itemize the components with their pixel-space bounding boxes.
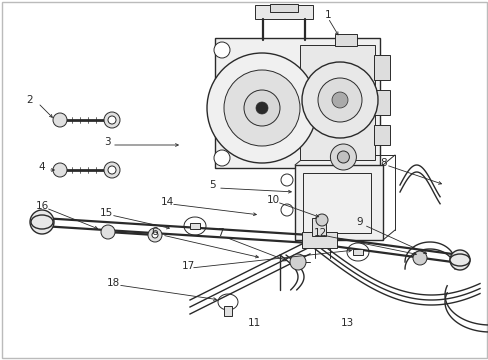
Text: 18: 18 [106, 278, 120, 288]
Text: 6: 6 [151, 227, 158, 237]
Bar [254, 5, 312, 19]
Circle shape [289, 254, 305, 270]
Circle shape [256, 102, 267, 114]
Circle shape [108, 116, 116, 124]
Text: 2: 2 [27, 95, 33, 105]
Circle shape [148, 228, 162, 242]
Bar [190, 223, 200, 229]
Text: 14: 14 [160, 197, 173, 207]
Circle shape [214, 150, 229, 166]
Circle shape [302, 62, 377, 138]
Circle shape [214, 42, 229, 58]
Ellipse shape [31, 215, 53, 229]
Bar [352, 249, 362, 255]
Circle shape [412, 251, 426, 265]
Text: 16: 16 [35, 201, 48, 211]
Bar [373, 125, 389, 145]
Bar [215, 38, 379, 168]
Text: 17: 17 [181, 261, 194, 271]
Bar [303, 173, 370, 233]
Ellipse shape [449, 254, 469, 266]
Text: 15: 15 [99, 208, 112, 218]
Circle shape [53, 163, 67, 177]
Circle shape [281, 204, 292, 216]
Bar [299, 45, 374, 160]
Text: 1: 1 [324, 10, 331, 20]
Text: 5: 5 [209, 180, 216, 190]
Bar [302, 232, 336, 248]
Circle shape [53, 113, 67, 127]
Bar [334, 34, 356, 46]
Text: 10: 10 [266, 195, 279, 205]
Text: 9: 9 [356, 217, 363, 227]
Circle shape [108, 166, 116, 174]
Text: 11: 11 [247, 318, 260, 328]
Text: 3: 3 [103, 137, 110, 147]
Text: 13: 13 [340, 318, 353, 328]
Circle shape [281, 174, 292, 186]
Circle shape [30, 210, 54, 234]
Circle shape [315, 214, 327, 226]
Bar [269, 4, 297, 12]
Circle shape [152, 232, 158, 238]
Bar [373, 90, 389, 115]
Circle shape [224, 70, 299, 146]
Circle shape [330, 144, 356, 170]
Text: 12: 12 [313, 228, 326, 238]
Circle shape [337, 151, 349, 163]
Circle shape [331, 92, 347, 108]
Bar [311, 218, 325, 236]
Bar [294, 165, 382, 240]
Text: 4: 4 [39, 162, 45, 172]
Circle shape [104, 112, 120, 128]
Circle shape [244, 90, 280, 126]
Text: 7: 7 [216, 228, 223, 238]
Bar [224, 306, 231, 316]
Circle shape [101, 225, 115, 239]
Bar [373, 55, 389, 80]
Text: 8: 8 [380, 158, 386, 168]
Circle shape [317, 78, 361, 122]
Circle shape [449, 250, 469, 270]
Circle shape [104, 162, 120, 178]
Circle shape [206, 53, 316, 163]
